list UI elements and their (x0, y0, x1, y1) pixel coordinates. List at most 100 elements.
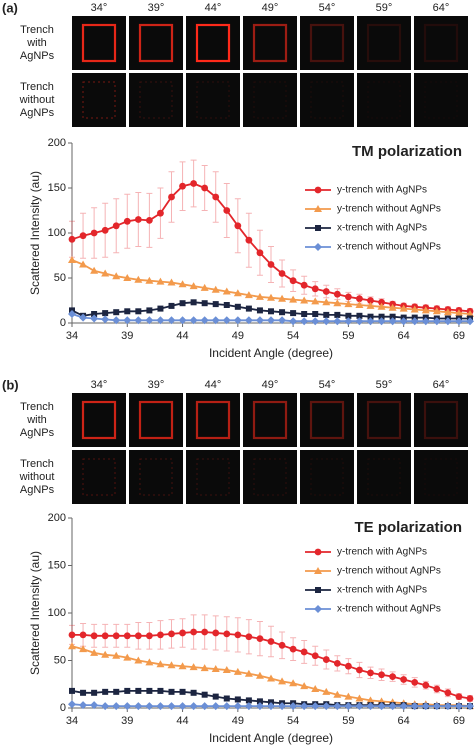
data-point (190, 689, 197, 696)
x-tick-label: 54 (287, 715, 299, 727)
data-point (90, 648, 99, 656)
data-point (101, 650, 110, 658)
data-point (101, 315, 110, 324)
data-point (400, 676, 408, 683)
data-point (268, 308, 274, 315)
data-point (466, 695, 474, 702)
data-point (112, 651, 121, 659)
data-point (156, 660, 165, 668)
data-point (178, 280, 187, 288)
legend-marker (314, 186, 322, 194)
data-point (443, 317, 452, 326)
data-point (356, 666, 363, 674)
angle-label: 54° (319, 379, 336, 391)
micrograph (300, 16, 354, 70)
data-point (233, 316, 242, 325)
data-point (156, 316, 165, 325)
data-point (267, 638, 275, 645)
trench-glow (252, 400, 288, 440)
trench-glow (139, 458, 173, 496)
micrograph (414, 16, 468, 70)
micrograph (414, 393, 468, 447)
data-point (212, 301, 219, 308)
data-point (200, 316, 209, 325)
data-point (211, 285, 220, 293)
data-point (289, 317, 298, 326)
data-point (256, 249, 264, 257)
data-point (90, 701, 99, 710)
legend-label: y-trench without AgNPs (337, 204, 441, 215)
trench-glow (423, 400, 459, 440)
data-point (90, 632, 98, 640)
data-point (167, 661, 176, 669)
data-point (112, 222, 120, 230)
data-point (300, 317, 309, 326)
data-point (255, 316, 264, 325)
data-point (123, 274, 132, 281)
data-point (378, 671, 385, 679)
micrograph (300, 450, 354, 504)
data-point (234, 303, 241, 310)
data-point (179, 182, 186, 190)
data-point (355, 694, 364, 702)
data-point (388, 317, 397, 326)
data-point (433, 685, 441, 693)
data-point (68, 700, 76, 709)
row-label: AgNPs (20, 50, 55, 62)
data-point (267, 316, 275, 325)
data-point (200, 283, 209, 291)
data-point (68, 256, 76, 263)
legend-label: x-trench without AgNPs (337, 242, 441, 253)
data-point (190, 180, 198, 187)
data-point (311, 285, 319, 293)
data-point (123, 632, 131, 640)
data-point (233, 289, 242, 297)
data-point (79, 260, 88, 268)
x-tick-label: 49 (232, 330, 244, 342)
data-point (178, 316, 187, 325)
data-point (366, 317, 375, 326)
data-point (189, 282, 198, 290)
data-point (256, 635, 264, 643)
data-point (79, 631, 87, 639)
data-point (334, 311, 341, 318)
micrograph (357, 393, 411, 447)
data-point (333, 317, 342, 326)
micrograph (72, 73, 126, 127)
angle-label: 34° (91, 2, 108, 14)
x-tick-label: 64 (398, 715, 410, 727)
row-label: without (19, 471, 55, 483)
data-point (179, 688, 186, 695)
data-point (322, 656, 330, 663)
data-point (134, 632, 142, 640)
data-point (178, 662, 187, 670)
data-point (278, 294, 287, 302)
data-point (367, 669, 374, 677)
data-point (157, 687, 164, 694)
data-point (466, 317, 474, 326)
data-point (300, 281, 308, 289)
legend-marker (314, 605, 322, 613)
angle-label: 44° (205, 2, 222, 14)
data-point (68, 310, 76, 318)
trench-glow (81, 23, 117, 63)
data-point (333, 702, 342, 711)
data-point (421, 702, 430, 711)
data-point (90, 314, 99, 323)
trench-glow (310, 458, 344, 496)
data-point (322, 298, 331, 306)
data-point (333, 299, 342, 307)
trench-glow (82, 81, 116, 119)
data-point (311, 317, 320, 326)
trench-glow (195, 23, 231, 63)
data-point (344, 293, 352, 301)
data-point (256, 698, 263, 705)
y-axis-title: Scattered Intensity (au) (28, 551, 42, 675)
data-point (366, 696, 375, 704)
legend-label: x-trench with AgNPs (337, 223, 427, 234)
data-point (223, 695, 230, 702)
data-point (443, 308, 452, 316)
data-point (333, 290, 341, 298)
data-point (356, 312, 363, 319)
row-label: without (19, 94, 55, 106)
